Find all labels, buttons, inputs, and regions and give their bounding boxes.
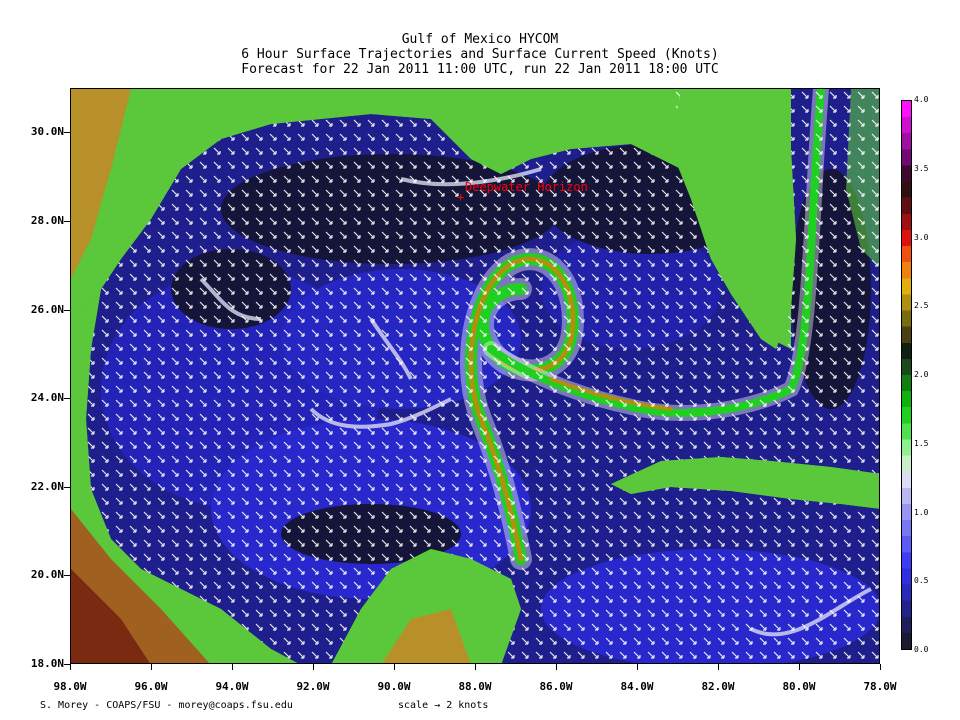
lon-tick (394, 664, 395, 670)
lat-tick (64, 220, 70, 222)
lat-tick (64, 309, 70, 311)
colorbar-tick-label: 1.0 (914, 507, 929, 517)
lon-tick (637, 664, 638, 670)
scale-arrow-icon: → (434, 700, 441, 711)
lat-tick-label: 22.0N (30, 479, 64, 493)
lon-tick (70, 664, 71, 670)
lat-tick-label: 28.0N (30, 213, 64, 227)
lat-tick (64, 398, 70, 400)
map-canvas: + Deepwater Horizon (71, 89, 879, 663)
lon-tick (799, 664, 800, 670)
lon-tick-label: 80.0W (782, 680, 816, 693)
speed-colorbar (901, 100, 912, 650)
credit-text: S. Morey - COAPS/FSU - morey@coaps.fsu.e… (40, 700, 293, 711)
lon-tick-label: 82.0W (701, 680, 735, 693)
lat-tick-label: 20.0N (30, 568, 64, 582)
current-speed-map[interactable]: + Deepwater Horizon (70, 88, 880, 664)
deepwater-horizon-marker: + Deepwater Horizon (457, 180, 588, 204)
lat-tick (64, 575, 70, 577)
lon-tick (475, 664, 476, 670)
deepwater-horizon-label: Deepwater Horizon (465, 180, 588, 194)
colorbar-tick-label: 1.5 (914, 438, 929, 448)
map-title-line3: Forecast for 22 Jan 2011 11:00 UTC, run … (241, 62, 719, 77)
lon-tick-label: 98.0W (53, 680, 87, 693)
lon-tick-label: 78.0W (863, 680, 897, 693)
lon-tick-label: 96.0W (134, 680, 168, 693)
lat-tick (64, 664, 70, 665)
deepwater-horizon-cross: + (457, 190, 464, 204)
lon-tick-label: 86.0W (539, 680, 573, 693)
colorbar-tick-label: 3.0 (914, 232, 929, 242)
lon-tick-label: 92.0W (296, 680, 330, 693)
lon-tick (151, 664, 152, 670)
scale-value: 2 knots (446, 700, 489, 711)
scale-legend: scale → 2 knots (398, 700, 488, 711)
lon-tick-label: 84.0W (620, 680, 654, 693)
colorbar-tick-label: 4.0 (914, 95, 929, 104)
land-mask (71, 89, 879, 663)
lat-tick-label: 30.0N (30, 125, 64, 139)
lon-tick-label: 88.0W (458, 680, 492, 693)
lon-tick-label: 94.0W (215, 680, 249, 693)
lat-tick-label: 26.0N (30, 302, 64, 316)
lon-tick-label: 90.0W (377, 680, 411, 693)
lon-tick (718, 664, 719, 670)
colorbar-tick-label: 0.5 (914, 576, 929, 586)
lat-tick-label: 24.0N (30, 391, 64, 405)
colorbar-tick-label: 2.0 (914, 370, 929, 379)
scale-text: scale (398, 700, 429, 711)
lon-tick (313, 664, 314, 670)
lon-tick (880, 664, 881, 670)
lat-tick (64, 132, 70, 134)
lon-tick (232, 664, 233, 670)
lat-tick (64, 486, 70, 488)
colorbar-tick-label: 2.5 (914, 301, 929, 311)
lon-tick (556, 664, 557, 670)
map-title-line1: Gulf of Mexico HYCOM (401, 32, 559, 47)
colorbar-tick-label: 0.0 (914, 645, 929, 654)
map-title-line2: 6 Hour Surface Trajectories and Surface … (241, 47, 719, 62)
colorbar-tick-label: 3.5 (914, 163, 929, 173)
lat-tick-label: 18.0N (30, 657, 64, 670)
